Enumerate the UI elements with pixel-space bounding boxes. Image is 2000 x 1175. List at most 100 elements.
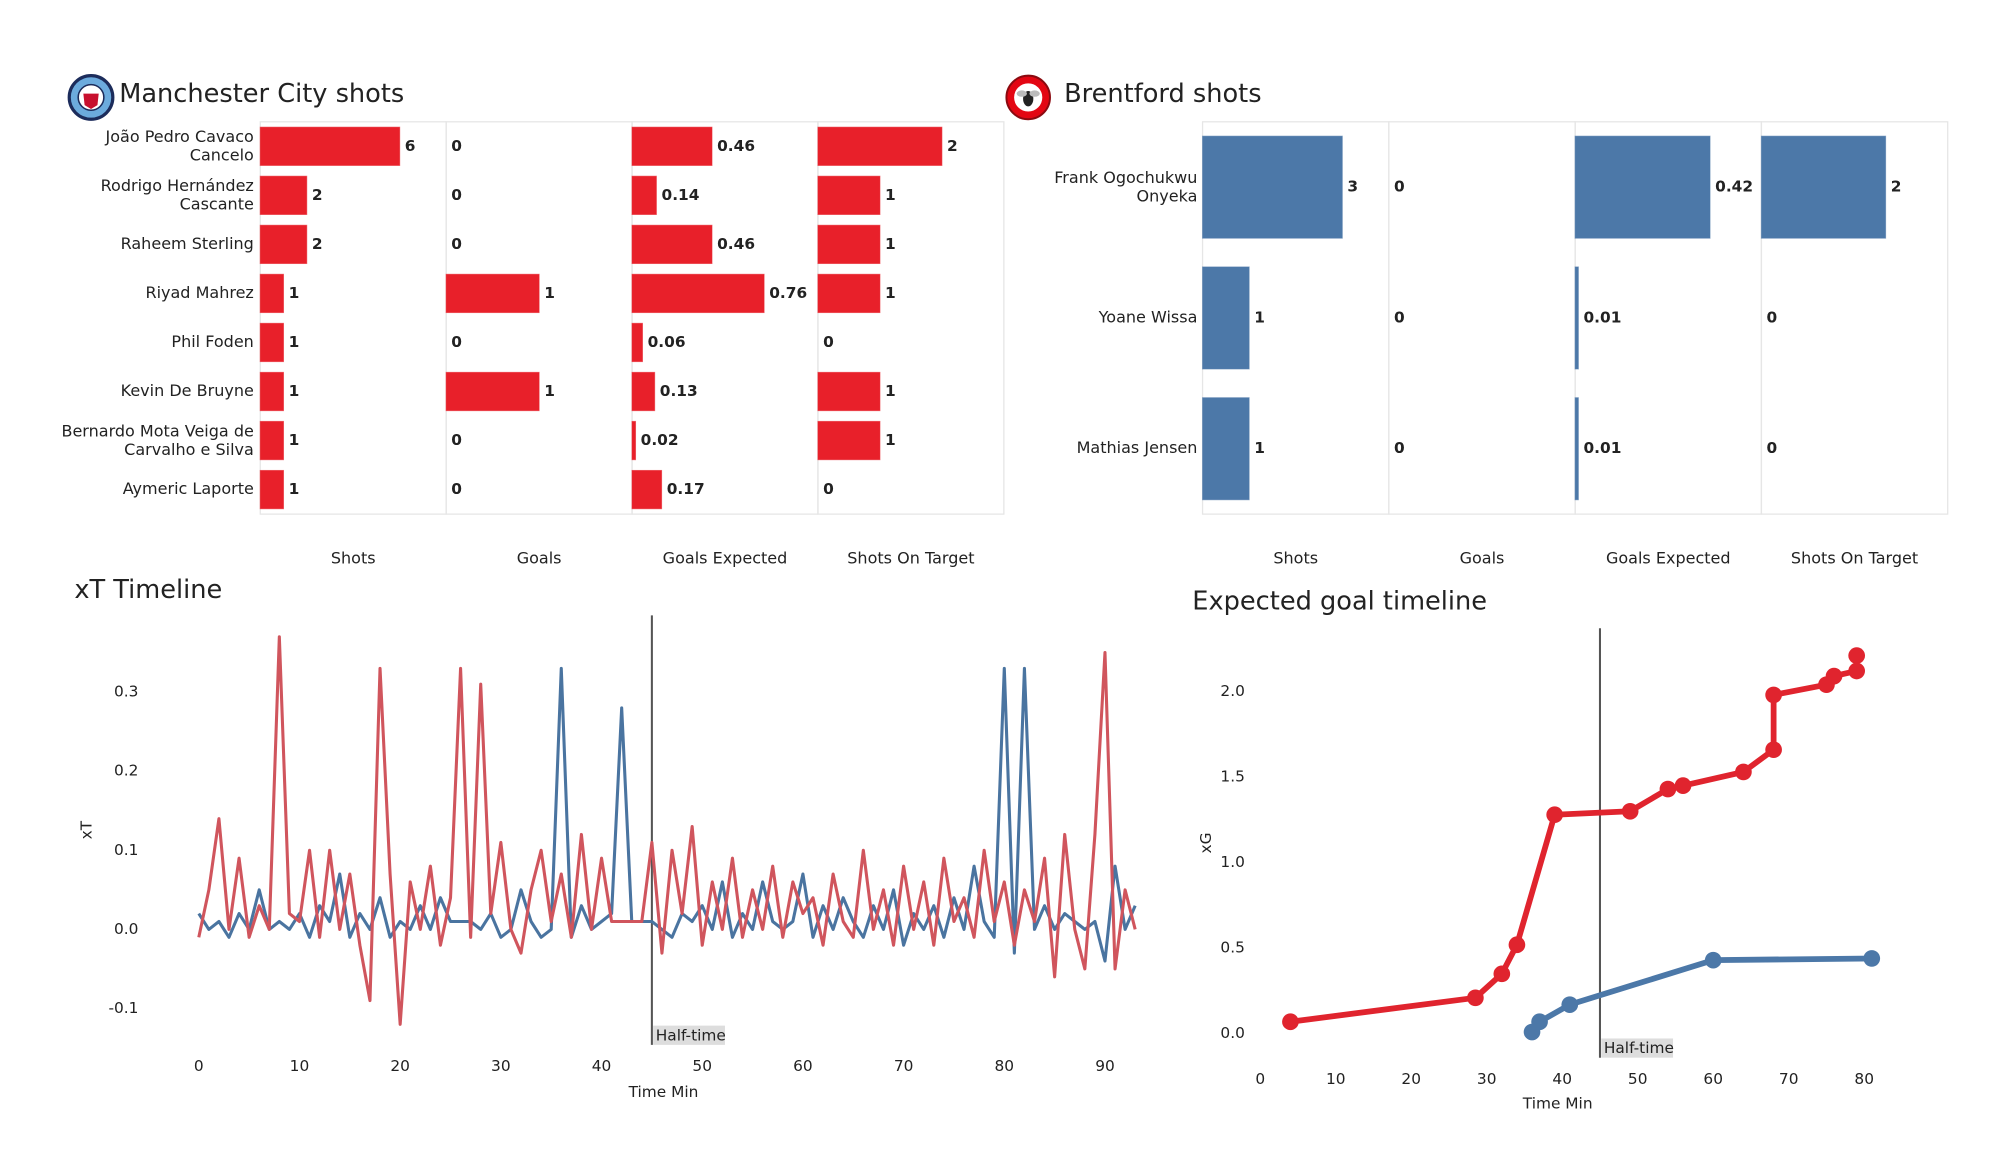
y-tick-label: 1.0 [1220, 853, 1244, 871]
x-axis-label: Time Min [628, 1083, 699, 1101]
x-tick-label: 90 [1095, 1057, 1115, 1075]
value-label: 2 [312, 186, 323, 204]
bar [631, 126, 713, 166]
bar [631, 273, 765, 314]
series-line [197, 635, 1137, 1026]
value-label: 0 [451, 480, 462, 498]
marker [1467, 989, 1484, 1007]
value-label: 0.13 [660, 382, 698, 400]
x-tick-label: 40 [1552, 1070, 1572, 1088]
bar [259, 175, 308, 215]
y-tick-label: 0.2 [114, 762, 138, 780]
bar [259, 322, 285, 363]
panel-frame [1388, 121, 1576, 515]
value-label: 0 [1767, 439, 1778, 457]
value-label: 0.01 [1583, 308, 1621, 326]
column-label: Goals [517, 548, 562, 567]
panel-frame [1760, 121, 1949, 515]
category-label: Mathias Jensen [1077, 438, 1198, 457]
bar [817, 175, 881, 215]
value-label: 0 [451, 333, 462, 351]
bar [817, 273, 881, 314]
bar [1574, 266, 1579, 370]
bar [445, 371, 540, 412]
half-time-label-bg [1601, 1038, 1674, 1058]
column-label: Shots [1273, 548, 1318, 567]
category-label: Yoane Wissa [1098, 307, 1198, 326]
bar [631, 322, 643, 363]
bar [817, 371, 881, 412]
category-label: Raheem Sterling [121, 234, 254, 253]
value-label: 1 [289, 480, 300, 498]
marker [1561, 996, 1579, 1013]
value-label: 0.01 [1583, 439, 1621, 457]
bar [1202, 135, 1343, 239]
column-label: Goals [1460, 548, 1505, 567]
city-logo [67, 74, 115, 121]
bar [259, 371, 285, 412]
x-tick-label: 60 [793, 1057, 813, 1075]
logo-crest [83, 93, 99, 109]
value-label: 0.46 [717, 235, 755, 253]
value-label: 0.14 [662, 186, 700, 204]
brentford-logo [1005, 74, 1051, 121]
x-tick-label: 60 [1703, 1070, 1723, 1088]
column-label: Goals Expected [1606, 548, 1731, 567]
category-label: João Pedro Cavaco Cancelo [104, 127, 253, 165]
y-tick-label: 0.0 [114, 920, 138, 938]
value-label: 0 [451, 186, 462, 204]
value-label: 2 [1891, 178, 1902, 196]
series-line [1290, 655, 1860, 1025]
marker [1848, 662, 1865, 680]
value-label: 0.02 [641, 431, 679, 449]
value-label: 0.46 [717, 137, 755, 155]
bar [1574, 135, 1711, 239]
value-label: 0.42 [1715, 178, 1753, 196]
x-tick-label: 10 [1326, 1070, 1346, 1088]
y-tick-label: 2.0 [1220, 682, 1244, 700]
x-tick-label: 40 [592, 1057, 612, 1075]
y-axis-label: xT [78, 820, 96, 839]
bar [259, 469, 285, 510]
value-label: 0 [1394, 178, 1405, 196]
value-label: 0 [1394, 439, 1405, 457]
x-tick-label: 80 [995, 1057, 1015, 1075]
marker [1493, 965, 1511, 983]
x-tick-label: 50 [692, 1057, 712, 1075]
panel-frame [631, 121, 819, 515]
bar [445, 273, 540, 314]
value-label: 0.17 [667, 480, 705, 498]
bar [1202, 266, 1250, 370]
value-label: 1 [289, 284, 300, 302]
bar [1202, 397, 1250, 501]
marker [1848, 647, 1865, 664]
value-label: 1 [885, 382, 896, 400]
value-label: 1 [289, 333, 300, 351]
x-tick-label: 30 [1477, 1070, 1497, 1088]
logo-wing [1029, 90, 1040, 97]
y-axis-label: xG [1197, 832, 1215, 853]
bar [1760, 135, 1887, 239]
x-tick-label: 0 [1255, 1070, 1265, 1088]
chart-title: xT Timeline [74, 575, 222, 605]
bar [631, 420, 637, 461]
bar [259, 224, 308, 265]
x-tick-label: 80 [1854, 1070, 1874, 1088]
value-label: 2 [312, 235, 323, 253]
value-label: 0 [823, 333, 834, 351]
value-label: 1 [885, 186, 896, 204]
value-label: 1 [1254, 439, 1265, 457]
value-label: 1 [544, 284, 555, 302]
logo-wing [1016, 90, 1027, 97]
half-time-label-bg [653, 1025, 725, 1045]
x-tick-label: 70 [1779, 1070, 1799, 1088]
category-label: Aymeric Laporte [123, 479, 254, 498]
marker [1531, 1013, 1548, 1031]
value-label: 1 [885, 235, 896, 253]
value-label: 0 [823, 480, 834, 498]
bar [631, 371, 656, 412]
series-line [1529, 955, 1872, 1034]
marker [1282, 1013, 1299, 1031]
